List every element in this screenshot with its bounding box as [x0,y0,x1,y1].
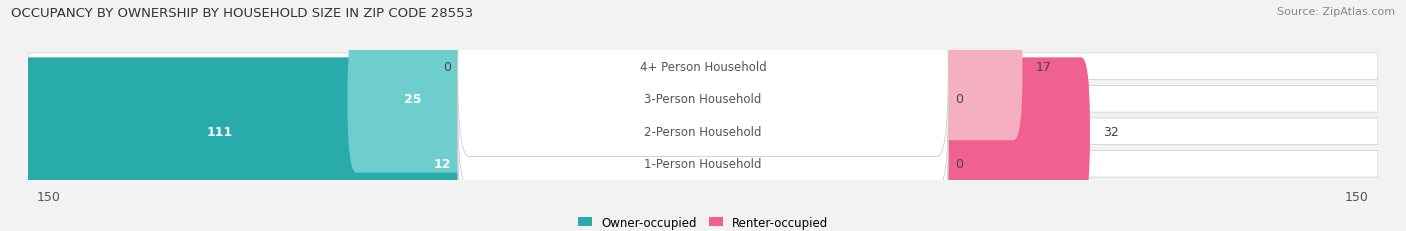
FancyBboxPatch shape [0,58,478,205]
FancyBboxPatch shape [347,26,478,173]
Text: 111: 111 [207,125,232,138]
FancyBboxPatch shape [928,0,1022,140]
Text: 32: 32 [1104,125,1119,138]
Text: 0: 0 [955,158,963,170]
Text: 17: 17 [1036,61,1052,73]
FancyBboxPatch shape [28,151,1378,177]
Text: 0: 0 [955,93,963,106]
Text: 2-Person Household: 2-Person Household [644,125,762,138]
FancyBboxPatch shape [928,58,1090,205]
Text: 0: 0 [443,61,451,73]
Text: 4+ Person Household: 4+ Person Household [640,61,766,73]
Text: 150: 150 [1346,190,1369,203]
Text: 25: 25 [404,93,422,106]
FancyBboxPatch shape [458,0,948,157]
Text: 12: 12 [433,158,451,170]
FancyBboxPatch shape [458,42,948,221]
FancyBboxPatch shape [28,119,1378,145]
FancyBboxPatch shape [406,91,478,231]
Text: 1-Person Household: 1-Person Household [644,158,762,170]
FancyBboxPatch shape [458,9,948,189]
Legend: Owner-occupied, Renter-occupied: Owner-occupied, Renter-occupied [578,216,828,229]
Text: OCCUPANCY BY OWNERSHIP BY HOUSEHOLD SIZE IN ZIP CODE 28553: OCCUPANCY BY OWNERSHIP BY HOUSEHOLD SIZE… [11,7,474,20]
FancyBboxPatch shape [28,86,1378,112]
Text: 150: 150 [37,190,60,203]
Text: 3-Person Household: 3-Person Household [644,93,762,106]
Text: Source: ZipAtlas.com: Source: ZipAtlas.com [1277,7,1395,17]
FancyBboxPatch shape [458,74,948,231]
FancyBboxPatch shape [28,54,1378,80]
